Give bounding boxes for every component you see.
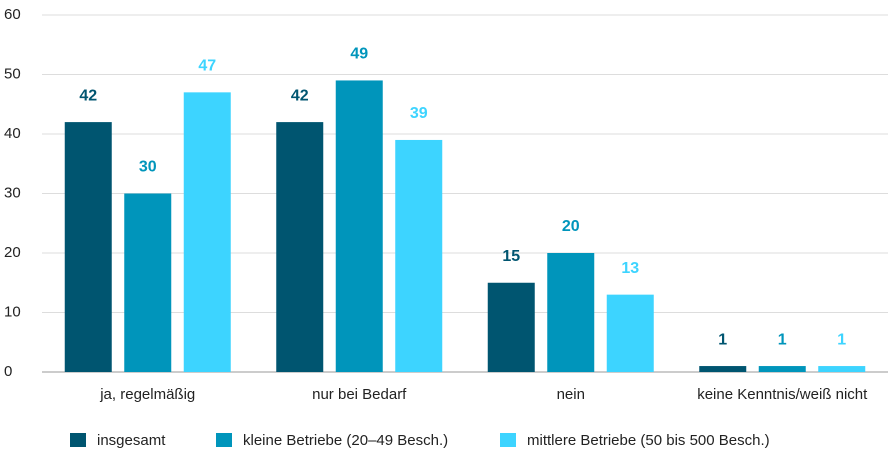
value-label: 47 (198, 58, 216, 75)
value-label: 49 (350, 46, 368, 63)
y-tick-label: 20 (4, 244, 21, 261)
y-tick-label: 60 (4, 6, 21, 23)
bar (183, 92, 231, 372)
y-tick-label: 50 (4, 65, 21, 82)
y-tick-label: 40 (4, 125, 21, 142)
value-label: 42 (291, 87, 309, 104)
legend-swatch (500, 433, 516, 447)
value-label: 20 (562, 218, 580, 235)
bar (487, 282, 535, 372)
bar (818, 366, 866, 372)
bar (276, 122, 324, 372)
value-label: 13 (621, 260, 639, 277)
x-tick-label: ja, regelmäßig (99, 386, 195, 403)
value-label: 1 (837, 331, 846, 348)
bar (699, 366, 747, 372)
y-tick-label: 10 (4, 303, 21, 320)
x-tick-label: keine Kenntnis/weiß nicht (697, 386, 868, 403)
bar (758, 366, 806, 372)
y-tick-label: 0 (4, 363, 12, 380)
value-label: 1 (718, 331, 727, 348)
legend-label: kleine Betriebe (20–49 Besch.) (243, 432, 448, 449)
legend-label: mittlere Betriebe (50 bis 500 Besch.) (527, 432, 770, 449)
bar (335, 80, 383, 372)
value-label: 1 (778, 331, 787, 348)
legend-label: insgesamt (97, 432, 166, 449)
value-label: 39 (410, 105, 428, 122)
value-label: 30 (139, 159, 157, 176)
bar (124, 193, 172, 372)
legend-swatch (70, 433, 86, 447)
x-tick-label: nein (557, 386, 585, 403)
bar (64, 122, 112, 372)
bar (395, 139, 443, 372)
x-tick-label: nur bei Bedarf (312, 386, 407, 403)
bar (547, 253, 595, 372)
value-label: 42 (79, 87, 97, 104)
value-label: 15 (502, 248, 520, 265)
legend-swatch (216, 433, 232, 447)
bar (606, 294, 654, 372)
y-tick-label: 30 (4, 184, 21, 201)
